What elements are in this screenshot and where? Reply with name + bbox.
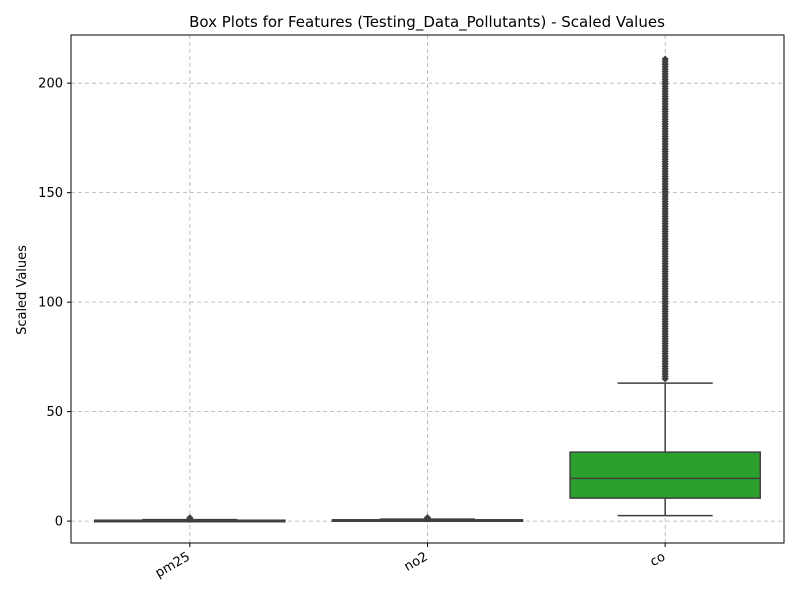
y-tick-label: 150: [38, 186, 63, 201]
box-co: [569, 55, 761, 517]
box-pm25: [94, 514, 286, 523]
y-tick-label: 200: [38, 77, 63, 92]
outlier-point: [423, 513, 432, 522]
chart-title: Box Plots for Features (Testing_Data_Pol…: [189, 13, 665, 32]
y-tick-label: 100: [38, 296, 63, 311]
y-tick-layer: 0 50 100 150 200: [38, 77, 71, 530]
box-layer: [94, 55, 761, 523]
box-body: [569, 451, 761, 499]
y-tick-label: 0: [55, 515, 63, 530]
outlier-point: [661, 55, 669, 63]
y-axis-label: Scaled Values: [15, 245, 30, 335]
x-tick-label-co: co: [648, 549, 669, 570]
y-tick-label: 50: [46, 405, 63, 420]
outlier-point: [186, 514, 194, 522]
box-no2: [331, 513, 524, 523]
